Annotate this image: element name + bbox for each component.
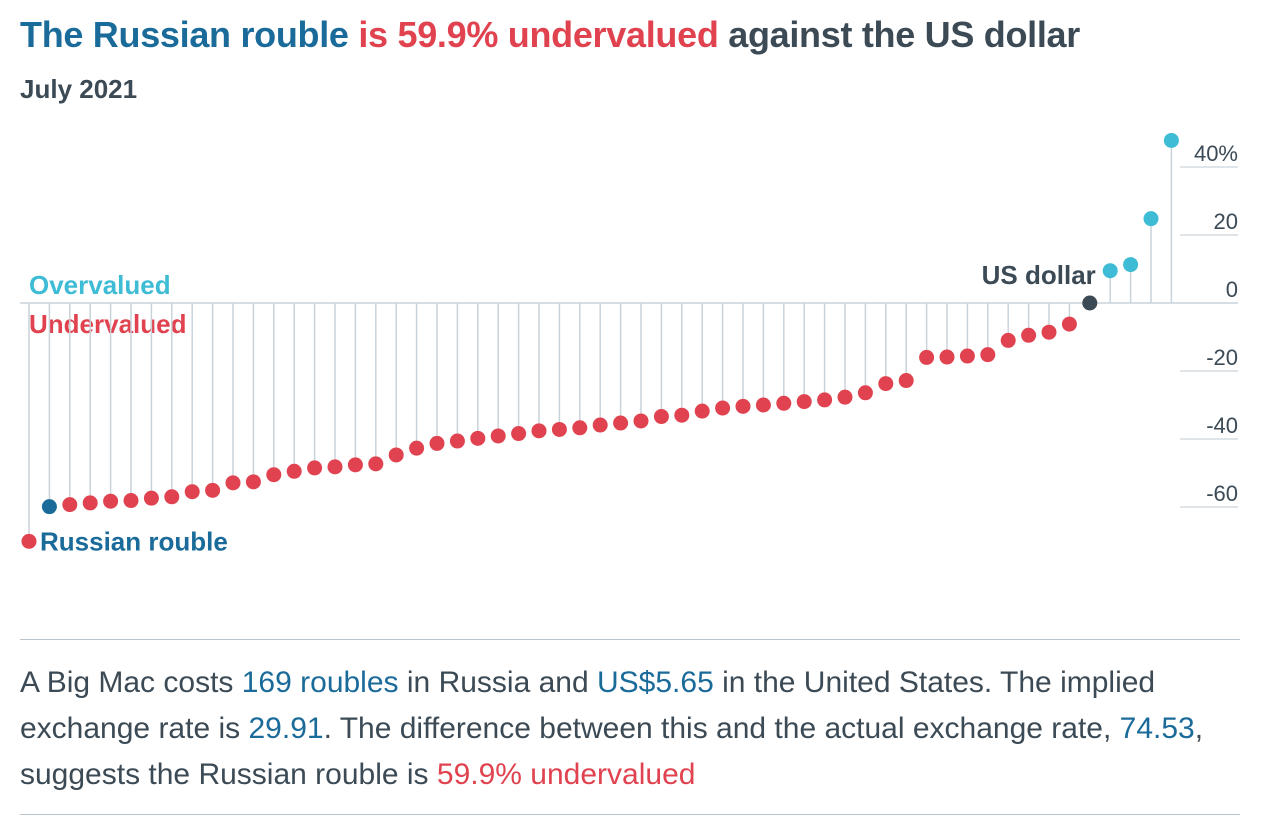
data-point [225,475,241,491]
data-point [837,389,853,405]
data-point [715,400,731,416]
data-point [409,440,425,456]
data-point [511,426,527,442]
data-point [205,482,221,498]
data-point [857,385,873,401]
desc-text-2: in Russia and [398,666,597,699]
data-point [470,430,486,446]
data-point [1143,211,1159,227]
desc-implied-rate: 29.91 [248,712,324,745]
data-point [919,349,935,365]
data-point [429,435,445,451]
data-point [368,456,384,472]
russia-label: Russian rouble [40,526,228,556]
data-point [959,348,975,364]
data-point [1021,327,1037,343]
data-point [307,460,323,476]
data-point [1041,324,1057,340]
data-point [62,497,78,513]
y-tick-label: -20 [1206,345,1238,370]
data-point [592,417,608,433]
data-point [164,489,180,505]
chart-title: The Russian rouble is 59.9% undervalued … [20,14,1080,56]
data-point [1102,263,1118,279]
data-point [878,376,894,392]
divider-top [20,639,1240,640]
data-point [123,493,139,509]
data-point [286,463,302,479]
title-currency: The Russian rouble [20,14,349,55]
us-point [1082,295,1098,311]
data-point [347,457,363,473]
data-point [388,447,404,463]
desc-local-price: 169 roubles [241,666,399,699]
y-tick-label: 20 [1214,209,1238,234]
data-point [898,373,914,389]
data-point [1061,316,1077,332]
desc-actual-rate: 74.53 [1119,712,1195,745]
desc-valuation: 59.9% undervalued [436,758,696,791]
y-tick-label: -40 [1206,413,1238,438]
data-point [939,349,955,365]
data-point [735,398,751,414]
data-point [266,467,282,483]
chart-subtitle: July 2021 [20,74,138,104]
data-point [796,394,812,410]
divider-bottom [20,814,1240,815]
data-point [184,484,200,500]
data-point [82,495,98,511]
desc-text-5: , suggests the Russian rouble is [20,712,1204,791]
data-point [694,403,710,419]
data-point [1123,257,1139,273]
data-point [21,533,37,549]
data-point [490,428,506,444]
undervalued-label: Undervalued [29,309,187,339]
desc-text-4: . The difference between this and the ac… [323,712,1120,745]
data-point [572,420,588,436]
data-point [245,474,261,490]
data-point [633,413,649,429]
y-tick-label: 0 [1226,277,1238,302]
russia-point [41,499,57,515]
desc-text-3: in the United States. The implied exchan… [20,666,1156,745]
data-point [755,397,771,413]
valuation-chart: 40% 20 0 -20 -40 -60 Overvalued Undervalued Russ… [20,132,1238,556]
y-tick-label: -60 [1206,481,1238,506]
data-point [817,392,833,408]
data-point [551,421,567,437]
data-point [674,407,690,423]
overvalued-label: Overvalued [29,270,171,300]
desc-text-1: A Big Mac costs [20,666,242,699]
description-text: A Big Mac costs 169 roubles in Russia an… [20,660,1240,798]
data-point [143,490,159,506]
title-valuation: is 59.9% undervalued [348,14,719,55]
us-label: US dollar [982,260,1096,290]
data-point [1000,332,1016,348]
title-base: against the US dollar [718,14,1080,55]
data-point [103,493,119,509]
desc-us-price: US$5.65 [597,666,714,699]
data-point [613,415,629,431]
data-point [653,409,669,425]
data-point [449,433,465,449]
data-point [980,347,996,363]
data-point [776,395,792,411]
data-point [531,423,547,439]
y-tick-label: 40% [1194,141,1238,166]
data-point [1163,132,1179,148]
data-point [327,459,343,475]
